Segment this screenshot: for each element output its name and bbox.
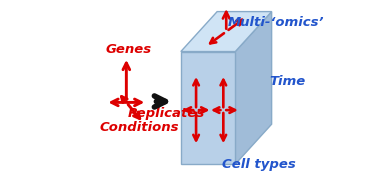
- Text: Genes: Genes: [105, 43, 151, 56]
- Text: Time: Time: [269, 75, 305, 88]
- Text: Cell types: Cell types: [222, 158, 296, 171]
- Text: Conditions: Conditions: [100, 121, 179, 134]
- Polygon shape: [235, 12, 272, 164]
- Polygon shape: [181, 52, 235, 164]
- Text: Replicates: Replicates: [127, 107, 204, 120]
- Text: Multi-‘omics’: Multi-‘omics’: [228, 16, 325, 29]
- Polygon shape: [181, 12, 272, 52]
